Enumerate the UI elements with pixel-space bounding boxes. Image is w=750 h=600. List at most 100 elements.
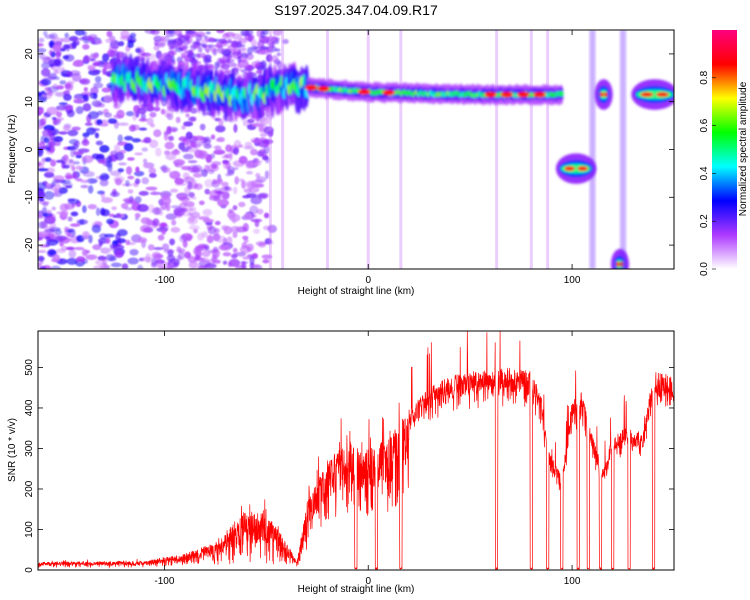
- noise-blob: [65, 174, 75, 180]
- noise-blob: [82, 205, 87, 213]
- snr-x-axis-label: Height of straight line (km): [298, 584, 415, 595]
- noise-blob: [236, 41, 243, 49]
- noise-blob: [219, 38, 228, 44]
- noise-blob: [216, 178, 222, 185]
- noise-blob: [166, 265, 173, 269]
- noise-blob: [238, 144, 244, 148]
- noise-blob: [216, 235, 227, 244]
- noise-blob: [126, 166, 133, 175]
- noise-blob: [111, 206, 117, 211]
- noise-blob: [215, 125, 226, 133]
- noise-blob: [94, 76, 102, 83]
- noise-blob: [91, 53, 99, 59]
- noise-blob: [55, 50, 62, 57]
- noise-blob: [282, 38, 289, 45]
- noise-blob: [125, 179, 130, 187]
- noise-blob: [64, 83, 72, 89]
- noise-blob: [52, 175, 65, 181]
- noise-blob: [127, 40, 134, 49]
- noise-blob: [68, 35, 79, 42]
- noise-blob: [236, 251, 247, 257]
- noise-blob: [222, 33, 230, 39]
- noise-blob: [184, 34, 190, 42]
- noise-blob: [171, 219, 177, 226]
- noise-blob: [43, 190, 55, 200]
- noise-blob: [81, 155, 94, 164]
- noise-blob: [267, 36, 278, 41]
- noise-blob: [145, 253, 151, 261]
- vertical-streak: [366, 30, 370, 269]
- noise-blob: [58, 104, 63, 110]
- noise-blob: [62, 104, 74, 110]
- noise-blob: [137, 264, 144, 269]
- noise-blob: [251, 122, 262, 127]
- noise-blob: [134, 212, 141, 219]
- noise-blob: [97, 190, 105, 195]
- noise-blob: [213, 38, 221, 43]
- noise-blob: [110, 191, 120, 198]
- noise-blob: [233, 123, 238, 133]
- noise-blob: [246, 181, 257, 190]
- noise-blob: [240, 69, 248, 73]
- noise-blob: [168, 171, 174, 176]
- noise-blob: [91, 153, 100, 160]
- noise-blob: [54, 118, 62, 123]
- noise-blob: [228, 117, 235, 123]
- noise-blob: [52, 43, 61, 53]
- noise-blob: [217, 45, 224, 54]
- noise-blob: [136, 204, 149, 213]
- noise-blob: [62, 154, 69, 161]
- noise-blob: [230, 253, 238, 259]
- noise-blob: [145, 186, 158, 191]
- noise-blob: [201, 231, 208, 238]
- vertical-smear: [589, 30, 596, 269]
- noise-blob: [241, 179, 246, 189]
- noise-blob: [224, 69, 232, 74]
- noise-blob: [175, 116, 181, 124]
- noise-blob: [117, 168, 125, 173]
- noise-blob: [58, 131, 68, 135]
- figure-title: S197.2025.347.04.09.R17: [274, 2, 438, 18]
- noise-blob: [115, 213, 122, 219]
- noise-blob: [193, 247, 202, 256]
- noise-blob: [59, 203, 69, 212]
- noise-blob: [62, 182, 73, 187]
- noise-blob: [157, 265, 166, 269]
- noise-blob: [105, 254, 116, 262]
- noise-blob: [188, 225, 200, 231]
- noise-blob: [68, 249, 77, 259]
- noise-blob: [159, 36, 166, 42]
- noise-blob: [214, 61, 220, 70]
- noise-blob: [228, 208, 234, 214]
- spectrogram-y-tick-label: 0: [24, 146, 35, 152]
- noise-blob: [241, 261, 246, 269]
- noise-blob: [51, 206, 56, 211]
- noise-blob: [69, 223, 81, 227]
- noise-blob: [267, 130, 274, 137]
- noise-blob: [43, 30, 48, 37]
- noise-blob: [276, 61, 283, 69]
- noise-blob: [121, 202, 129, 210]
- noise-blob: [257, 194, 268, 200]
- noise-blob: [129, 32, 137, 38]
- noise-blob: [117, 229, 128, 237]
- spectrogram-marks: [38, 30, 674, 269]
- noise-blob: [50, 265, 62, 269]
- noise-blob: [66, 232, 72, 238]
- noise-blob: [99, 179, 109, 187]
- noise-blob: [214, 145, 222, 152]
- noise-blob: [123, 143, 134, 152]
- noise-blob: [155, 257, 162, 267]
- noise-blob: [89, 92, 98, 99]
- noise-blob: [153, 45, 160, 51]
- noise-blob: [265, 110, 271, 118]
- noise-blob: [251, 263, 260, 268]
- noise-blob: [55, 159, 64, 163]
- noise-blob: [63, 93, 72, 101]
- noise-blob: [106, 30, 113, 38]
- noise-blob: [250, 45, 258, 50]
- spectrogram-y-tick-label: -20: [24, 237, 35, 252]
- colorbar-tick-label: 0.8: [699, 70, 710, 84]
- noise-blob: [160, 222, 168, 228]
